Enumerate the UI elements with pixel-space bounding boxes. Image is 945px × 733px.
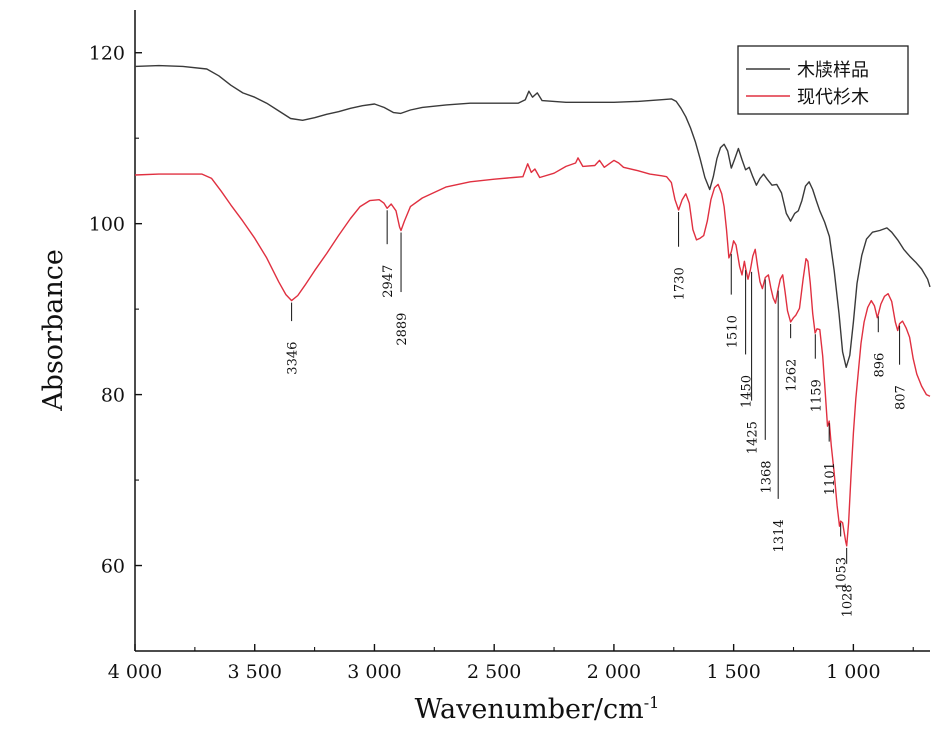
- legend-label-modern-fir: 现代杉木: [797, 87, 869, 108]
- peak-label-1368: 1368: [759, 460, 774, 493]
- peak-label-807: 807: [894, 385, 909, 410]
- series-line-0: [134, 64, 931, 368]
- series-line-1: [134, 157, 931, 547]
- peak-label-1730: 1730: [673, 267, 688, 300]
- peak-label-1450: 1450: [740, 375, 755, 408]
- peak-label-1053: 1053: [835, 557, 850, 590]
- x-tick-label-1000: 1 000: [826, 661, 880, 683]
- peak-label-1314: 1314: [772, 519, 787, 552]
- x-tick-label-1500: 1 500: [706, 661, 760, 683]
- peak-label-896: 896: [872, 353, 887, 378]
- plot-frame: [134, 10, 930, 652]
- y-tick-label-80: 80: [101, 385, 125, 407]
- legend-label-wood-slip: 木牍样品: [797, 60, 869, 81]
- legend: 木牍样品 现代杉木: [737, 45, 909, 115]
- series-layer: [134, 64, 931, 547]
- y-tick-label-60: 60: [101, 556, 125, 578]
- peak-label-2947: 2947: [381, 265, 396, 298]
- x-tick-label-2000: 2 000: [587, 661, 641, 683]
- x-axis-title-superscript: -1: [644, 693, 660, 712]
- peak-label-1159: 1159: [809, 379, 824, 412]
- x-tick-label-3500: 3 500: [228, 661, 282, 683]
- x-axis-ticks: 4 000 3 500 3 000 2 500 2 000 1 500 1 000: [108, 644, 914, 683]
- y-tick-label-120: 120: [89, 43, 125, 65]
- peak-label-2889: 2889: [395, 313, 410, 346]
- x-tick-label-2500: 2 500: [467, 661, 521, 683]
- x-axis-title: Wavenumber/cm-1: [415, 693, 660, 725]
- legend-box: [737, 45, 909, 115]
- peak-label-1425: 1425: [746, 421, 761, 454]
- y-axis-ticks: 60 80 100 120: [89, 43, 142, 578]
- peak-label-1028: 1028: [841, 584, 856, 617]
- x-tick-label-4000: 4 000: [108, 661, 162, 683]
- y-axis-title: Absorbance: [38, 249, 69, 412]
- peak-annotations: 3346 2947 2889 1730 1510 1450 1425 1368 1314 1262…: [286, 210, 909, 617]
- peak-label-1101: 1101: [823, 462, 838, 495]
- peak-label-1510: 1510: [725, 315, 740, 348]
- peak-label-3346: 3346: [286, 342, 301, 375]
- y-tick-label-100: 100: [89, 214, 125, 236]
- x-tick-label-3000: 3 000: [347, 661, 401, 683]
- peak-label-1262: 1262: [785, 359, 800, 392]
